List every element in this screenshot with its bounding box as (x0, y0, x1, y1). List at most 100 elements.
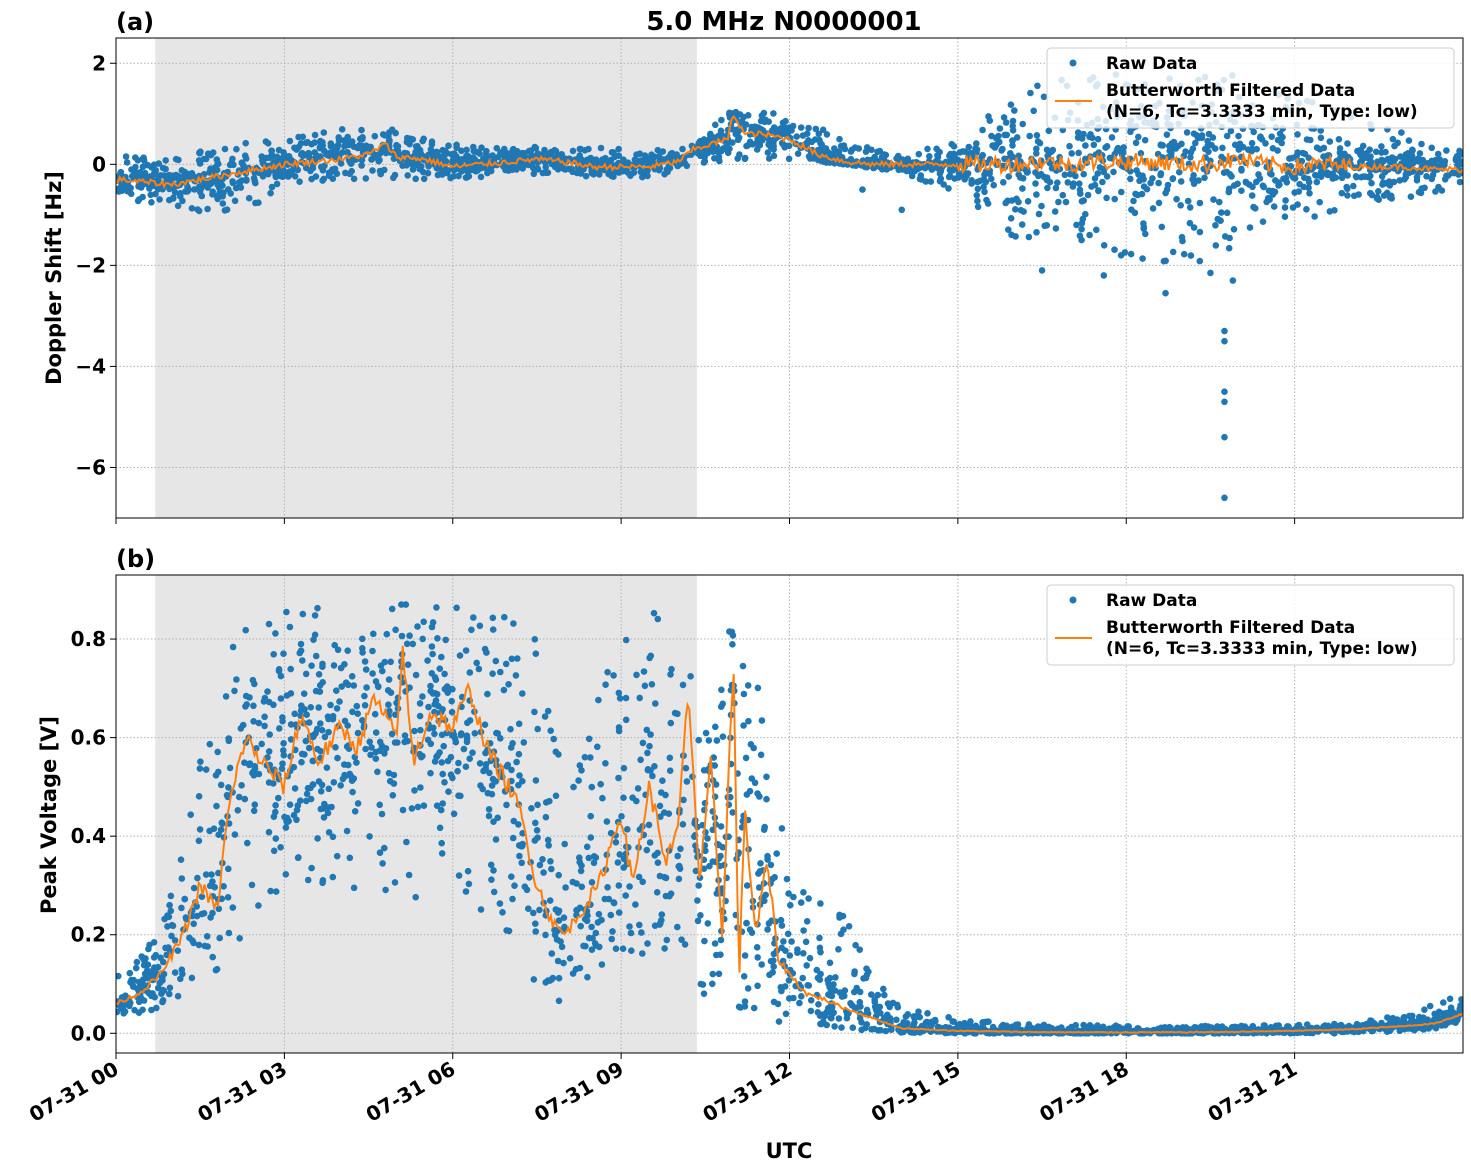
raw-data-point (366, 833, 373, 840)
raw-data-point (701, 937, 708, 945)
raw-data-point (447, 771, 455, 778)
raw-data-point (1149, 205, 1157, 212)
raw-data-point (361, 658, 369, 665)
raw-data-point (640, 668, 648, 675)
raw-data-point (856, 988, 864, 996)
raw-data-point (546, 897, 554, 904)
raw-data-point (1423, 1023, 1430, 1031)
raw-data-point (680, 796, 687, 804)
raw-data-point (323, 764, 331, 771)
raw-data-point (264, 688, 271, 695)
raw-data-point (501, 145, 508, 153)
raw-data-point (1078, 198, 1086, 205)
raw-data-point (1017, 206, 1025, 214)
raw-data-point (482, 749, 489, 757)
raw-data-point (1187, 149, 1195, 156)
raw-data-point (344, 761, 352, 769)
raw-data-point (438, 759, 446, 766)
raw-data-point (743, 919, 750, 927)
raw-data-point (270, 813, 278, 820)
raw-data-point (346, 170, 354, 178)
raw-data-point (1158, 223, 1166, 231)
raw-data-point (605, 895, 613, 903)
raw-data-point (250, 807, 258, 815)
raw-data-point (235, 179, 243, 186)
raw-data-point (679, 821, 687, 828)
raw-data-point (370, 630, 377, 638)
raw-data-point (328, 803, 335, 811)
raw-data-point (472, 168, 480, 175)
raw-data-point (797, 899, 805, 906)
raw-data-point (245, 194, 253, 202)
raw-data-point (162, 157, 169, 164)
raw-data-point (181, 173, 189, 181)
raw-data-point (740, 973, 748, 980)
raw-data-point (1429, 171, 1437, 179)
raw-data-point (1218, 209, 1225, 216)
raw-data-point (635, 873, 643, 881)
raw-data-point (242, 155, 250, 162)
raw-data-point (1000, 114, 1008, 121)
raw-data-point (552, 906, 560, 913)
raw-data-point (695, 736, 702, 744)
raw-data-point (717, 936, 725, 944)
raw-data-point (325, 715, 332, 723)
raw-data-point (209, 149, 217, 156)
raw-data-point (401, 738, 408, 746)
raw-data-point (169, 172, 177, 180)
raw-data-point (1219, 144, 1226, 152)
raw-data-point (697, 980, 705, 988)
raw-data-point (333, 687, 340, 694)
raw-data-point (532, 819, 539, 827)
raw-data-point (121, 1008, 129, 1015)
raw-data-point (544, 836, 552, 844)
raw-data-point (924, 145, 931, 153)
x-tick-label: 07-31 15 (867, 1057, 965, 1127)
raw-data-point (190, 920, 197, 928)
raw-data-point (222, 693, 230, 700)
raw-data-point (416, 151, 424, 159)
raw-data-point (243, 176, 250, 183)
raw-data-point (758, 961, 765, 968)
raw-data-point (1248, 147, 1255, 155)
raw-data-point (751, 779, 759, 787)
raw-data-point (620, 864, 627, 871)
raw-data-point (1407, 193, 1415, 200)
raw-data-point (1043, 176, 1051, 184)
raw-data-point (1263, 198, 1270, 206)
raw-data-point (433, 802, 441, 809)
raw-data-point (486, 769, 493, 777)
raw-data-point (947, 166, 954, 173)
raw-data-point (1384, 1014, 1391, 1021)
raw-data-point (507, 725, 514, 733)
raw-data-point (628, 947, 635, 954)
raw-data-point (272, 888, 280, 895)
raw-data-point (330, 662, 338, 669)
raw-data-point (403, 640, 411, 648)
raw-data-point (612, 839, 620, 846)
raw-data-point (290, 763, 298, 771)
raw-data-point (614, 859, 622, 866)
raw-data-point (490, 888, 498, 896)
raw-data-point (315, 671, 323, 678)
raw-data-point (717, 703, 725, 710)
legend-a-raw-marker (1069, 59, 1077, 67)
raw-data-point (1065, 1026, 1072, 1033)
raw-data-point (924, 1010, 931, 1017)
raw-data-point (362, 745, 369, 753)
raw-data-point (299, 149, 306, 157)
raw-data-point (1253, 160, 1261, 168)
raw-data-point (656, 872, 664, 880)
raw-data-point (1118, 188, 1125, 196)
raw-data-point (409, 640, 417, 648)
raw-data-point (483, 649, 490, 656)
raw-data-point (1084, 191, 1092, 199)
legend-b-filtered-label-1: Butterworth Filtered Data (1106, 618, 1355, 638)
raw-data-point (557, 163, 564, 170)
raw-data-point (1447, 1004, 1455, 1011)
raw-data-point (496, 900, 504, 907)
raw-data-point (383, 630, 391, 638)
raw-data-point (647, 652, 655, 660)
raw-data-point (220, 189, 227, 196)
raw-data-point (516, 772, 523, 779)
